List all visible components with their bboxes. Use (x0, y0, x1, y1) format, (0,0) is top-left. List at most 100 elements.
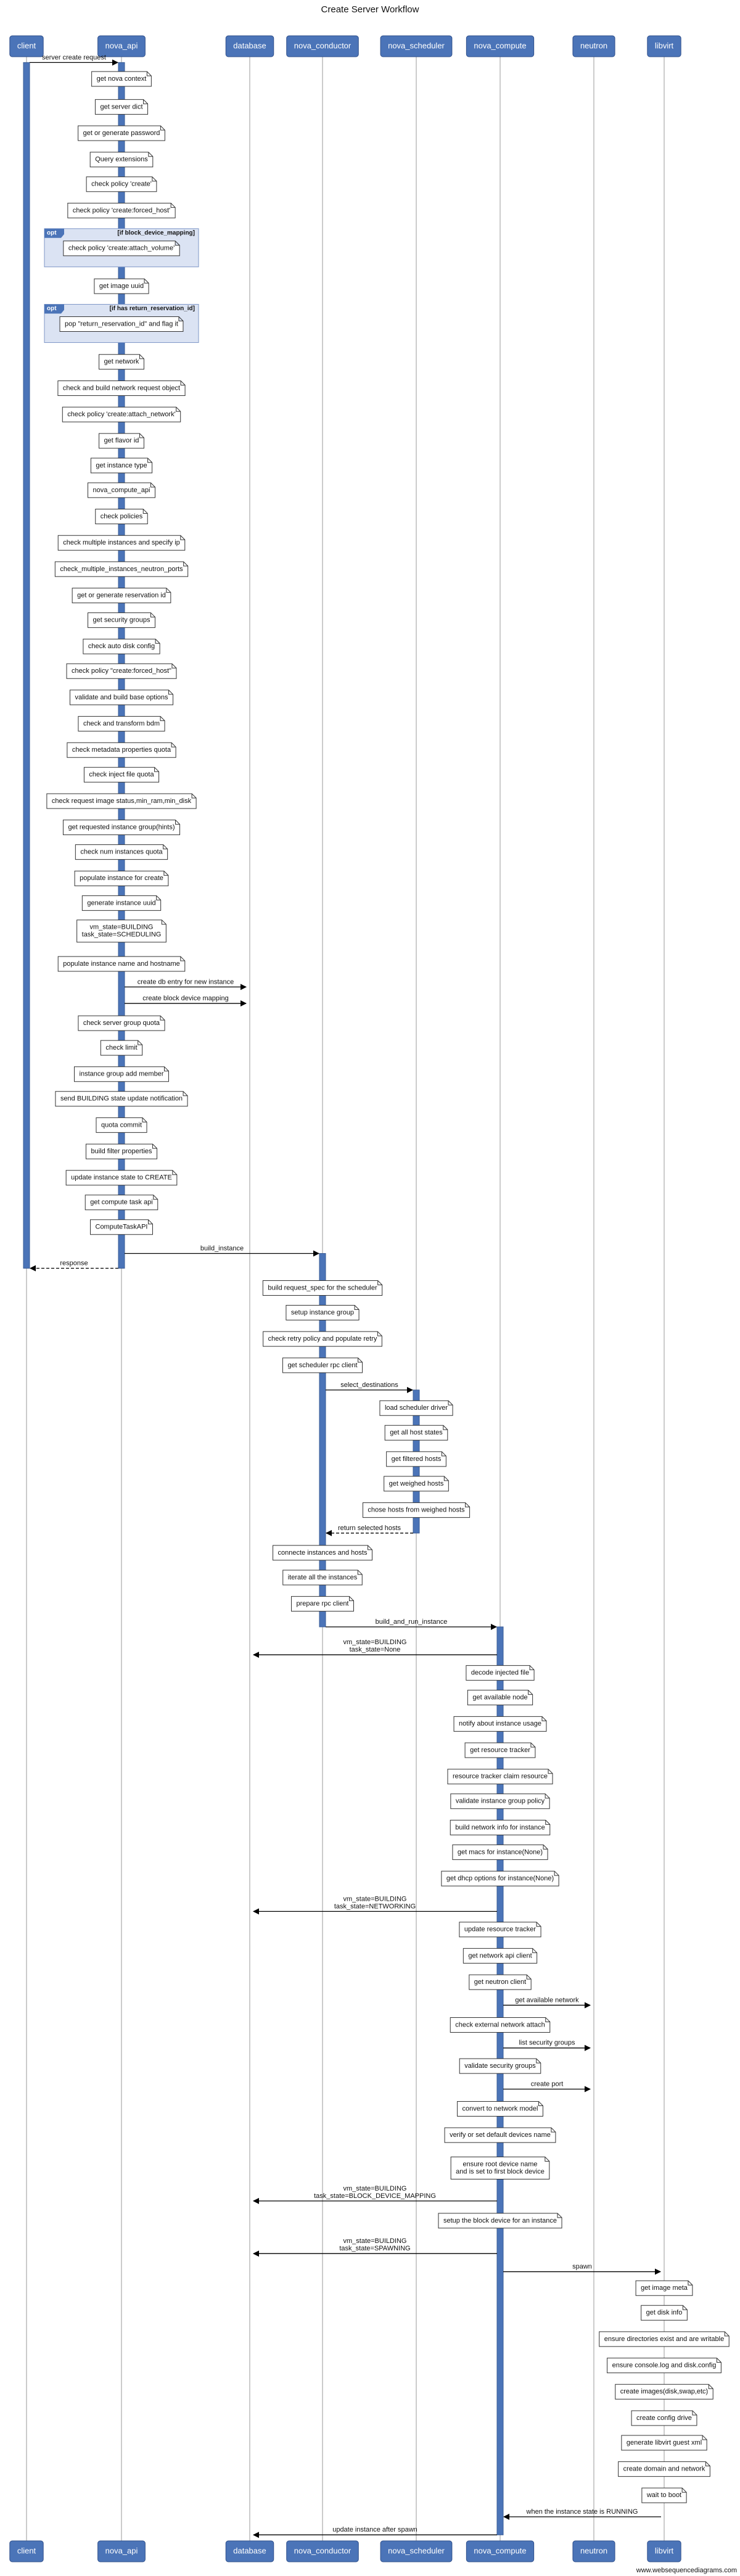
note-text: wait to boot (646, 2492, 681, 2499)
note-text: get requested instance group(hints) (68, 824, 175, 831)
note: get server dict (94, 99, 149, 115)
note-box (459, 2058, 541, 2074)
note: check server group quota (78, 1015, 165, 1031)
note: check metadata properties quota (67, 742, 176, 758)
participant-label: database (233, 41, 266, 50)
note-text: send BUILDING state update notification (60, 1095, 183, 1103)
note-box (75, 844, 168, 860)
activation (23, 62, 30, 1269)
participant-box (9, 2540, 44, 2562)
note-text: populate instance name and hostname (63, 960, 180, 968)
note-box (74, 1066, 169, 1082)
message-label: create block device mapping (142, 995, 228, 1002)
message: list security groups (503, 2039, 591, 2051)
note: validate security groups (459, 2058, 541, 2074)
arrowhead (655, 2268, 661, 2275)
note-text: check_multiple_instances_neutron_ports (60, 566, 183, 573)
note: verify or set default devices name (444, 2127, 556, 2143)
opt-tab (44, 228, 64, 238)
participant-box (97, 35, 146, 57)
participant-label: nova_compute (474, 2546, 526, 2555)
note-text: generate libvirt guest xml (627, 2439, 702, 2446)
note: Query extensions (89, 152, 154, 168)
message-label: list security groups (519, 2039, 575, 2047)
note-box (462, 1948, 538, 1964)
note-text: vm_state=BUILDING (89, 924, 153, 931)
arrowhead (253, 1908, 259, 1915)
note-text: verify or set default devices name (450, 2131, 551, 2139)
note-text: convert to network model (462, 2105, 538, 2112)
note-text: check auto disk config (88, 643, 155, 650)
message: select_destinations (326, 1381, 413, 1393)
note-box (84, 1195, 158, 1211)
note-box (95, 509, 148, 525)
note-box (57, 380, 186, 396)
note-box (450, 1819, 551, 1835)
note-text: get filtered hosts (392, 1455, 442, 1463)
diagram-title: Create Server Workflow (321, 4, 419, 15)
note-text: chose hosts from weighed hosts (368, 1506, 465, 1513)
note-box (96, 1117, 147, 1133)
note-text: connecte instances and hosts (278, 1549, 368, 1557)
message-label: build_instance (200, 1245, 244, 1252)
message: return selected hosts (326, 1525, 413, 1536)
note: get resource tracker (464, 1742, 536, 1758)
opt-tab (44, 304, 64, 314)
note-box (262, 1280, 383, 1296)
note-text: prepare rpc client (297, 1600, 349, 1608)
note-text: get resource tracker (470, 1747, 530, 1754)
note-text: ensure directories exist and are writabl… (604, 2335, 724, 2343)
note-box (78, 1015, 165, 1031)
note: prepare rpc client (291, 1596, 354, 1612)
note-box (46, 793, 197, 809)
note: connecte instances and hosts (273, 1545, 372, 1561)
message-label: vm_state=BUILDING (343, 2185, 406, 2192)
note-text: create domain and network (623, 2466, 705, 2473)
note-text: populate instance for create (80, 874, 163, 882)
note-box (453, 1716, 547, 1732)
note-box (466, 1665, 535, 1681)
participant-label: client (17, 2546, 36, 2555)
note-text: ensure console.log and disk.config (612, 2361, 717, 2369)
participant-box (9, 35, 44, 57)
participant-bottom: database (225, 2540, 274, 2562)
note-text: get network api client (468, 1952, 532, 1959)
participant-label: libvirt (655, 2546, 674, 2555)
note-text: validate security groups (464, 2062, 536, 2070)
note: get security groups (88, 612, 155, 628)
note-text: validate and build base options (75, 694, 168, 701)
note: get or generate password (78, 125, 165, 141)
arrowhead (313, 1250, 319, 1257)
note: check multiple instances and specify ip (57, 535, 186, 551)
opt-label: opt (47, 305, 57, 312)
participant-label: nova_api (105, 41, 138, 50)
note-text: create config drive (636, 2414, 692, 2422)
participant-label: nova_conductor (294, 2546, 352, 2555)
note-text: check policy 'create' (91, 181, 152, 188)
message-label: update instance after spawn (332, 2526, 417, 2533)
message: create db entry for new instance (125, 978, 247, 990)
note-box (59, 316, 184, 332)
arrowhead (326, 1529, 332, 1536)
message-label: spawn (572, 2263, 592, 2270)
participant-box (225, 35, 274, 57)
message: response (30, 1259, 118, 1272)
note-box (66, 663, 177, 679)
note-text: quota commit (101, 1121, 142, 1129)
note-text: pop "return_reservation_id" and flag it (65, 320, 178, 327)
message-label: create db entry for new instance (138, 978, 234, 986)
participant-label: libvirt (655, 41, 674, 50)
message: when the instance state is RUNNING (503, 2508, 661, 2520)
note-box (457, 2101, 543, 2117)
note: convert to network model (457, 2101, 543, 2117)
message: spawn (503, 2263, 661, 2275)
note-box (94, 278, 149, 294)
participant-bottom: libvirt (647, 2540, 681, 2562)
note-box (55, 1091, 188, 1107)
opt-condition: [if has return_reservation_id] (110, 305, 195, 312)
note: build request_spec for the scheduler (262, 1280, 383, 1296)
note-box (76, 920, 166, 943)
message-label: vm_state=BUILDING (343, 1895, 406, 1903)
